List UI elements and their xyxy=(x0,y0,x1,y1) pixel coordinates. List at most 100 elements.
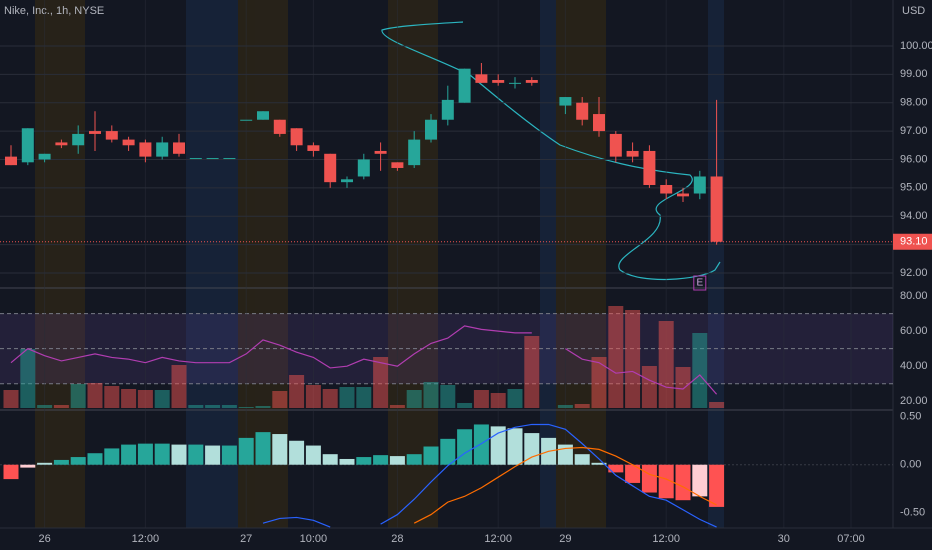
x-tick-label: 27 xyxy=(240,533,252,545)
volume-bar xyxy=(574,404,590,408)
macd-histogram-bar xyxy=(20,464,36,468)
volume-bar xyxy=(457,403,473,408)
volume-bar xyxy=(188,405,204,408)
candle-body xyxy=(391,162,404,168)
candle-body xyxy=(290,128,303,146)
macd-histogram-bar xyxy=(658,464,674,499)
macd-histogram-bar xyxy=(457,429,473,465)
macd-histogram-bar xyxy=(574,454,590,465)
macd-histogram-bar xyxy=(356,457,372,465)
volume-bar xyxy=(473,390,489,408)
candle-body xyxy=(525,80,538,83)
candle-body xyxy=(173,142,185,154)
macd-histogram-bar xyxy=(37,462,53,465)
candle-body xyxy=(559,97,572,106)
volume-bar xyxy=(339,387,355,408)
candle-body xyxy=(122,139,135,146)
candle-body xyxy=(677,193,689,197)
x-tick-label: 12:00 xyxy=(132,533,160,545)
volume-bar xyxy=(154,390,170,408)
x-tick-label: 10:00 xyxy=(300,533,328,545)
rsi-tick-label: 80.00 xyxy=(900,290,928,302)
macd-histogram-bar xyxy=(53,459,69,465)
volume-bar xyxy=(20,349,36,408)
macd-tick-label: 0.00 xyxy=(900,459,921,471)
candle-body xyxy=(38,153,51,160)
rsi-tick-label: 40.00 xyxy=(900,360,928,372)
volume-bar xyxy=(557,405,573,408)
x-tick-label: 26 xyxy=(38,533,50,545)
candle-body xyxy=(189,158,202,160)
volume-bar xyxy=(658,321,674,408)
volume-bar xyxy=(3,390,19,408)
volume-bar xyxy=(675,367,691,408)
session-band xyxy=(708,0,724,528)
earnings-box xyxy=(693,275,707,291)
candle-body xyxy=(139,142,152,157)
macd-histogram-bar xyxy=(205,445,221,465)
candle-body xyxy=(357,159,370,177)
volume-bar xyxy=(709,402,725,408)
y-tick-label: 97.00 xyxy=(900,125,928,137)
macd-histogram-bar xyxy=(188,444,204,465)
candle-body xyxy=(475,74,488,83)
candle-body xyxy=(307,145,320,151)
volume-bar xyxy=(53,405,69,408)
y-tick-label: 96.00 xyxy=(900,153,928,165)
volume-bar xyxy=(507,389,523,408)
volume-bar xyxy=(238,407,254,408)
volume-bar xyxy=(692,333,708,408)
candle-body xyxy=(5,156,17,166)
y-tick-label: 99.00 xyxy=(900,68,928,80)
y-tick-label: 98.00 xyxy=(900,97,928,109)
volume-bar xyxy=(389,405,405,408)
last-price-label: 93.10 xyxy=(900,236,928,248)
volume-bar xyxy=(641,366,657,408)
macd-histogram-bar xyxy=(625,464,641,483)
macd-histogram-bar xyxy=(709,464,725,507)
y-tick-label: 95.00 xyxy=(900,182,928,194)
volume-bar xyxy=(356,387,372,408)
macd-line xyxy=(413,446,717,524)
macd-histogram-bar xyxy=(440,438,456,465)
candle-body xyxy=(425,119,437,140)
session-band xyxy=(388,0,438,528)
volume-bar xyxy=(625,310,641,408)
macd-histogram-bar xyxy=(137,443,153,465)
volume-bar xyxy=(289,375,305,408)
candle-body xyxy=(576,102,589,120)
candle-body xyxy=(273,119,286,134)
session-band xyxy=(35,0,85,528)
volume-bar xyxy=(104,386,120,408)
candle-body xyxy=(643,150,656,186)
volume-bar xyxy=(37,405,53,408)
volume-bar xyxy=(255,406,271,408)
volume-bar xyxy=(373,357,389,408)
macd-histogram-bar xyxy=(490,426,506,465)
volume-bar xyxy=(406,390,422,408)
macd-histogram-bar xyxy=(608,464,624,473)
candle-body xyxy=(441,99,454,120)
x-tick-label: 12:00 xyxy=(652,533,680,545)
candle-body xyxy=(89,131,101,134)
macd-histogram-bar xyxy=(154,443,170,465)
macd-histogram-bar xyxy=(87,453,103,465)
candle-body xyxy=(72,133,85,146)
candle-body xyxy=(105,131,118,140)
volume-bar xyxy=(137,390,153,408)
macd-histogram-bar xyxy=(121,444,137,465)
macd-histogram-bar xyxy=(423,446,439,465)
x-tick-label: 29 xyxy=(559,533,571,545)
macd-histogram-bar xyxy=(524,433,540,465)
volume-bar xyxy=(121,389,137,408)
rsi-tick-label: 60.00 xyxy=(900,325,928,337)
currency-label: USD xyxy=(902,5,925,17)
candle-body xyxy=(626,150,639,157)
macd-histogram-bar xyxy=(692,464,708,497)
macd-histogram-bar xyxy=(238,437,254,465)
volume-bar xyxy=(490,393,506,408)
macd-tick-label: 0.50 xyxy=(900,411,921,423)
macd-histogram-bar xyxy=(3,464,19,480)
